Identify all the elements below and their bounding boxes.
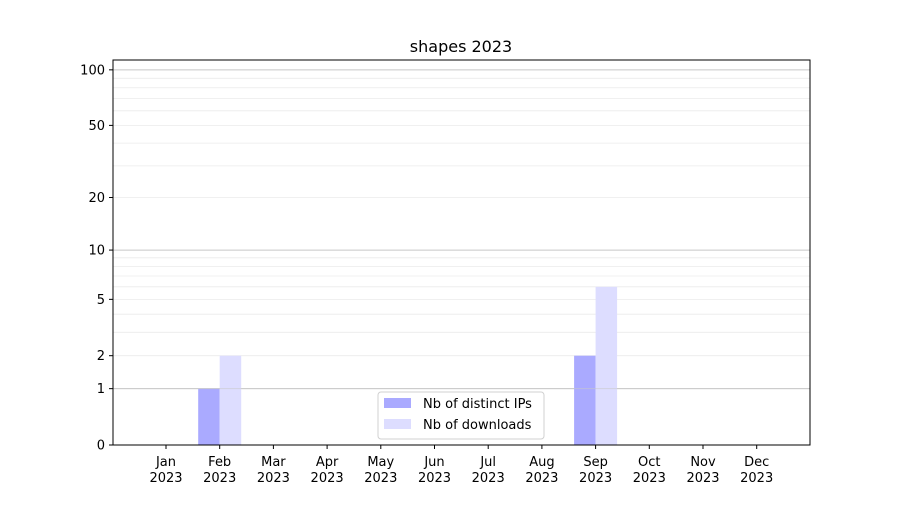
y-tick-label: 0 — [97, 439, 105, 454]
y-tick-label: 100 — [80, 63, 105, 78]
x-tick-label: 2023 — [472, 471, 505, 486]
x-tick-label: Oct — [638, 455, 660, 470]
x-tick-label: Jun — [423, 455, 444, 470]
x-tick-label: Mar — [261, 455, 286, 470]
plot-frame — [112, 59, 811, 446]
x-tick-label: Dec — [744, 455, 769, 470]
x-tick-label: Sep — [583, 455, 608, 470]
y-tick-label: 10 — [88, 244, 105, 259]
x-tick-label: 2023 — [418, 471, 451, 486]
y-tick-label: 20 — [88, 191, 105, 206]
x-tick-label: 2023 — [686, 471, 719, 486]
legend-swatch — [384, 419, 411, 429]
chart-title: shapes 2023 — [410, 37, 512, 56]
y-tick-label: 50 — [88, 119, 105, 134]
bar-nb-of-distinct-ips — [198, 388, 220, 445]
x-tick-label: Feb — [208, 455, 231, 470]
bar-nb-of-distinct-ips — [574, 355, 596, 445]
x-tick-label: 2023 — [364, 471, 397, 486]
x-tick-label: 2023 — [633, 471, 666, 486]
x-tick-label: 2023 — [203, 471, 236, 486]
x-tick-label: 2023 — [740, 471, 773, 486]
x-tick-label: Aug — [529, 455, 554, 470]
x-tick-label: Nov — [690, 455, 716, 470]
x-tick-label: Jul — [479, 455, 496, 470]
y-tick-label: 1 — [97, 382, 105, 397]
bar-nb-of-downloads — [595, 286, 618, 445]
legend-label: Nb of downloads — [423, 418, 532, 433]
x-tick-label: 2023 — [149, 471, 182, 486]
x-tick-label: May — [367, 455, 394, 470]
x-tick-label: 2023 — [525, 471, 558, 486]
legend-swatch — [384, 398, 411, 408]
legend-box — [377, 391, 545, 440]
x-tick-label: Apr — [316, 455, 339, 470]
x-tick-label: Jan — [155, 455, 176, 470]
bar-nb-of-downloads — [219, 355, 242, 445]
x-tick-label: 2023 — [257, 471, 290, 486]
legend: Nb of distinct IPs Nb of downloads — [377, 391, 545, 440]
x-tick-label: 2023 — [579, 471, 612, 486]
legend-label: Nb of distinct IPs — [423, 397, 532, 412]
y-tick-label: 5 — [97, 293, 105, 308]
x-tick-label: 2023 — [311, 471, 344, 486]
y-tick-label: 2 — [97, 349, 105, 364]
